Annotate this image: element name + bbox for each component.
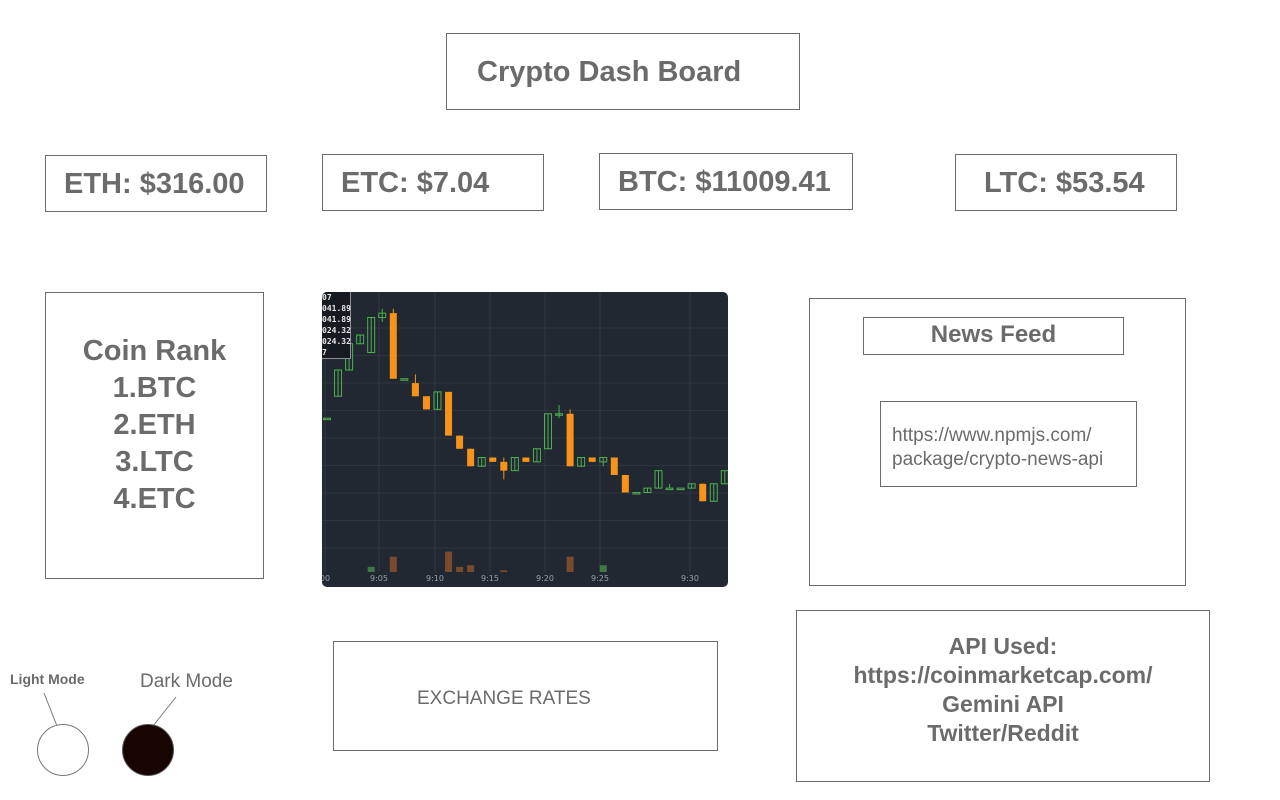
- volume-bar: [456, 566, 464, 572]
- api-source: Gemini API: [942, 691, 1064, 717]
- x-tick-label: 9:25: [591, 574, 609, 583]
- candle-body: [356, 334, 365, 345]
- light-mode-label: Light Mode: [10, 671, 85, 687]
- volume-bar: [500, 570, 508, 572]
- api-source: https://coinmarketcap.com/: [853, 662, 1153, 688]
- candle-body: [643, 487, 652, 493]
- x-tick-label: 9:20: [536, 574, 554, 583]
- volume-bar: [367, 566, 375, 572]
- candle-body: [477, 457, 486, 467]
- candle-body: [610, 457, 618, 475]
- candle-body: [411, 383, 419, 397]
- btc-price-box: BTC: $11009.41: [599, 153, 853, 210]
- volume-bar: [445, 551, 453, 572]
- candle-body: [522, 457, 530, 462]
- candle-body: [555, 413, 564, 416]
- candle-body: [445, 391, 453, 436]
- ltc-price-box: LTC: $53.54: [955, 154, 1177, 211]
- x-tick-label: 00: [322, 574, 330, 583]
- candle-body: [588, 457, 596, 462]
- page-title: Crypto Dash Board: [477, 56, 742, 88]
- candle-body: [621, 475, 629, 493]
- x-tick-label: 9:05: [370, 574, 388, 583]
- candle-body: [566, 413, 574, 467]
- candle-body: [687, 483, 696, 489]
- coin-rank-item: 2.ETH: [113, 409, 196, 441]
- page-title-box: Crypto Dash Board: [446, 33, 800, 110]
- etc-price: ETC: $7.04: [341, 167, 490, 199]
- volume-bar: [467, 565, 475, 572]
- candle-body: [544, 413, 552, 450]
- candle-body: [699, 483, 707, 502]
- candle-body: [577, 457, 586, 467]
- light-leader-line: [43, 692, 58, 727]
- candle-body: [378, 312, 387, 318]
- candle-body: [654, 470, 663, 489]
- volume-bar: [566, 556, 574, 572]
- news-feed-title: News Feed: [930, 321, 1057, 348]
- coin-rank-item: 3.LTC: [115, 446, 194, 478]
- candle-body: [500, 461, 508, 471]
- news-link-line: package/crypto-news-api: [892, 449, 1104, 470]
- volume-bar: [599, 565, 607, 572]
- dark-mode-toggle[interactable]: [122, 724, 174, 776]
- light-mode-toggle[interactable]: [37, 724, 89, 776]
- x-tick-label: 9:30: [681, 574, 699, 583]
- candle-body: [467, 448, 475, 467]
- api-used-title: API Used:: [948, 633, 1058, 659]
- candle-body: [323, 417, 331, 421]
- ohlc-line: 07: [322, 293, 332, 302]
- candle-body: [510, 457, 519, 472]
- candle-body: [433, 391, 442, 410]
- news-link-line: https://www.npmjs.com/: [892, 425, 1092, 446]
- candlestick-chart-svg: 00 9:05 9:10 9:15 9:20 9:25 9:30: [322, 292, 728, 583]
- candle-body: [676, 487, 685, 491]
- coin-rank-item: 4.ETC: [113, 483, 196, 515]
- candle-body: [456, 435, 464, 449]
- api-used-panel: API Used: https://coinmarketcap.com/ Gem…: [796, 610, 1210, 782]
- candle-body: [400, 378, 409, 381]
- dark-mode-label: Dark Mode: [140, 671, 233, 692]
- ohlc-line: 024.32: [322, 326, 351, 335]
- coin-rank-panel: Coin Rank 1.BTC 2.ETH 3.LTC 4.ETC: [45, 292, 264, 579]
- news-source-link[interactable]: https://www.npmjs.com/ package/crypto-ne…: [892, 424, 1103, 472]
- eth-price: ETH: $316.00: [64, 168, 245, 200]
- eth-price-box: ETH: $316.00: [45, 155, 267, 212]
- x-tick-label: 9:10: [426, 574, 444, 583]
- candle-body: [532, 448, 541, 463]
- price-chart[interactable]: 00 9:05 9:10 9:15 9:20 9:25 9:30 07 041.89 041…: [322, 292, 728, 587]
- news-source-box[interactable]: https://www.npmjs.com/ package/crypto-ne…: [880, 401, 1137, 487]
- ltc-price: LTC: $53.54: [984, 167, 1145, 199]
- btc-price: BTC: $11009.41: [618, 166, 831, 198]
- ohlc-line: 041.89: [322, 315, 351, 324]
- news-feed-panel: News Feed https://www.npmjs.com/ package…: [809, 298, 1186, 586]
- dark-leader-line: [152, 696, 177, 727]
- candle-body: [665, 487, 674, 491]
- candle-body: [709, 483, 718, 502]
- candle-body: [720, 470, 728, 485]
- candle-body: [334, 369, 343, 397]
- candle-body: [422, 396, 430, 410]
- candle-body: [632, 492, 641, 495]
- coin-rank-item: 1.BTC: [112, 372, 197, 404]
- ohlc-tooltip: 07 041.89 041.89 024.32 024.32 7: [322, 292, 351, 359]
- volume-bar: [389, 556, 397, 572]
- candle-body: [367, 317, 376, 353]
- ohlc-line: 041.89: [322, 304, 351, 313]
- ohlc-line: 7: [322, 348, 327, 357]
- ohlc-line: 024.32: [322, 337, 351, 346]
- etc-price-box: ETC: $7.04: [322, 154, 544, 211]
- news-feed-title-box: News Feed: [863, 317, 1124, 355]
- exchange-rates-label: EXCHANGE RATES: [417, 688, 591, 709]
- api-source: Twitter/Reddit: [927, 720, 1079, 746]
- coin-rank-title: Coin Rank: [82, 335, 227, 367]
- candle-body: [599, 457, 608, 463]
- x-tick-label: 9:15: [481, 574, 499, 583]
- candle-body: [489, 457, 497, 462]
- candle-body: [389, 313, 397, 379]
- exchange-rates-panel: EXCHANGE RATES: [333, 641, 718, 751]
